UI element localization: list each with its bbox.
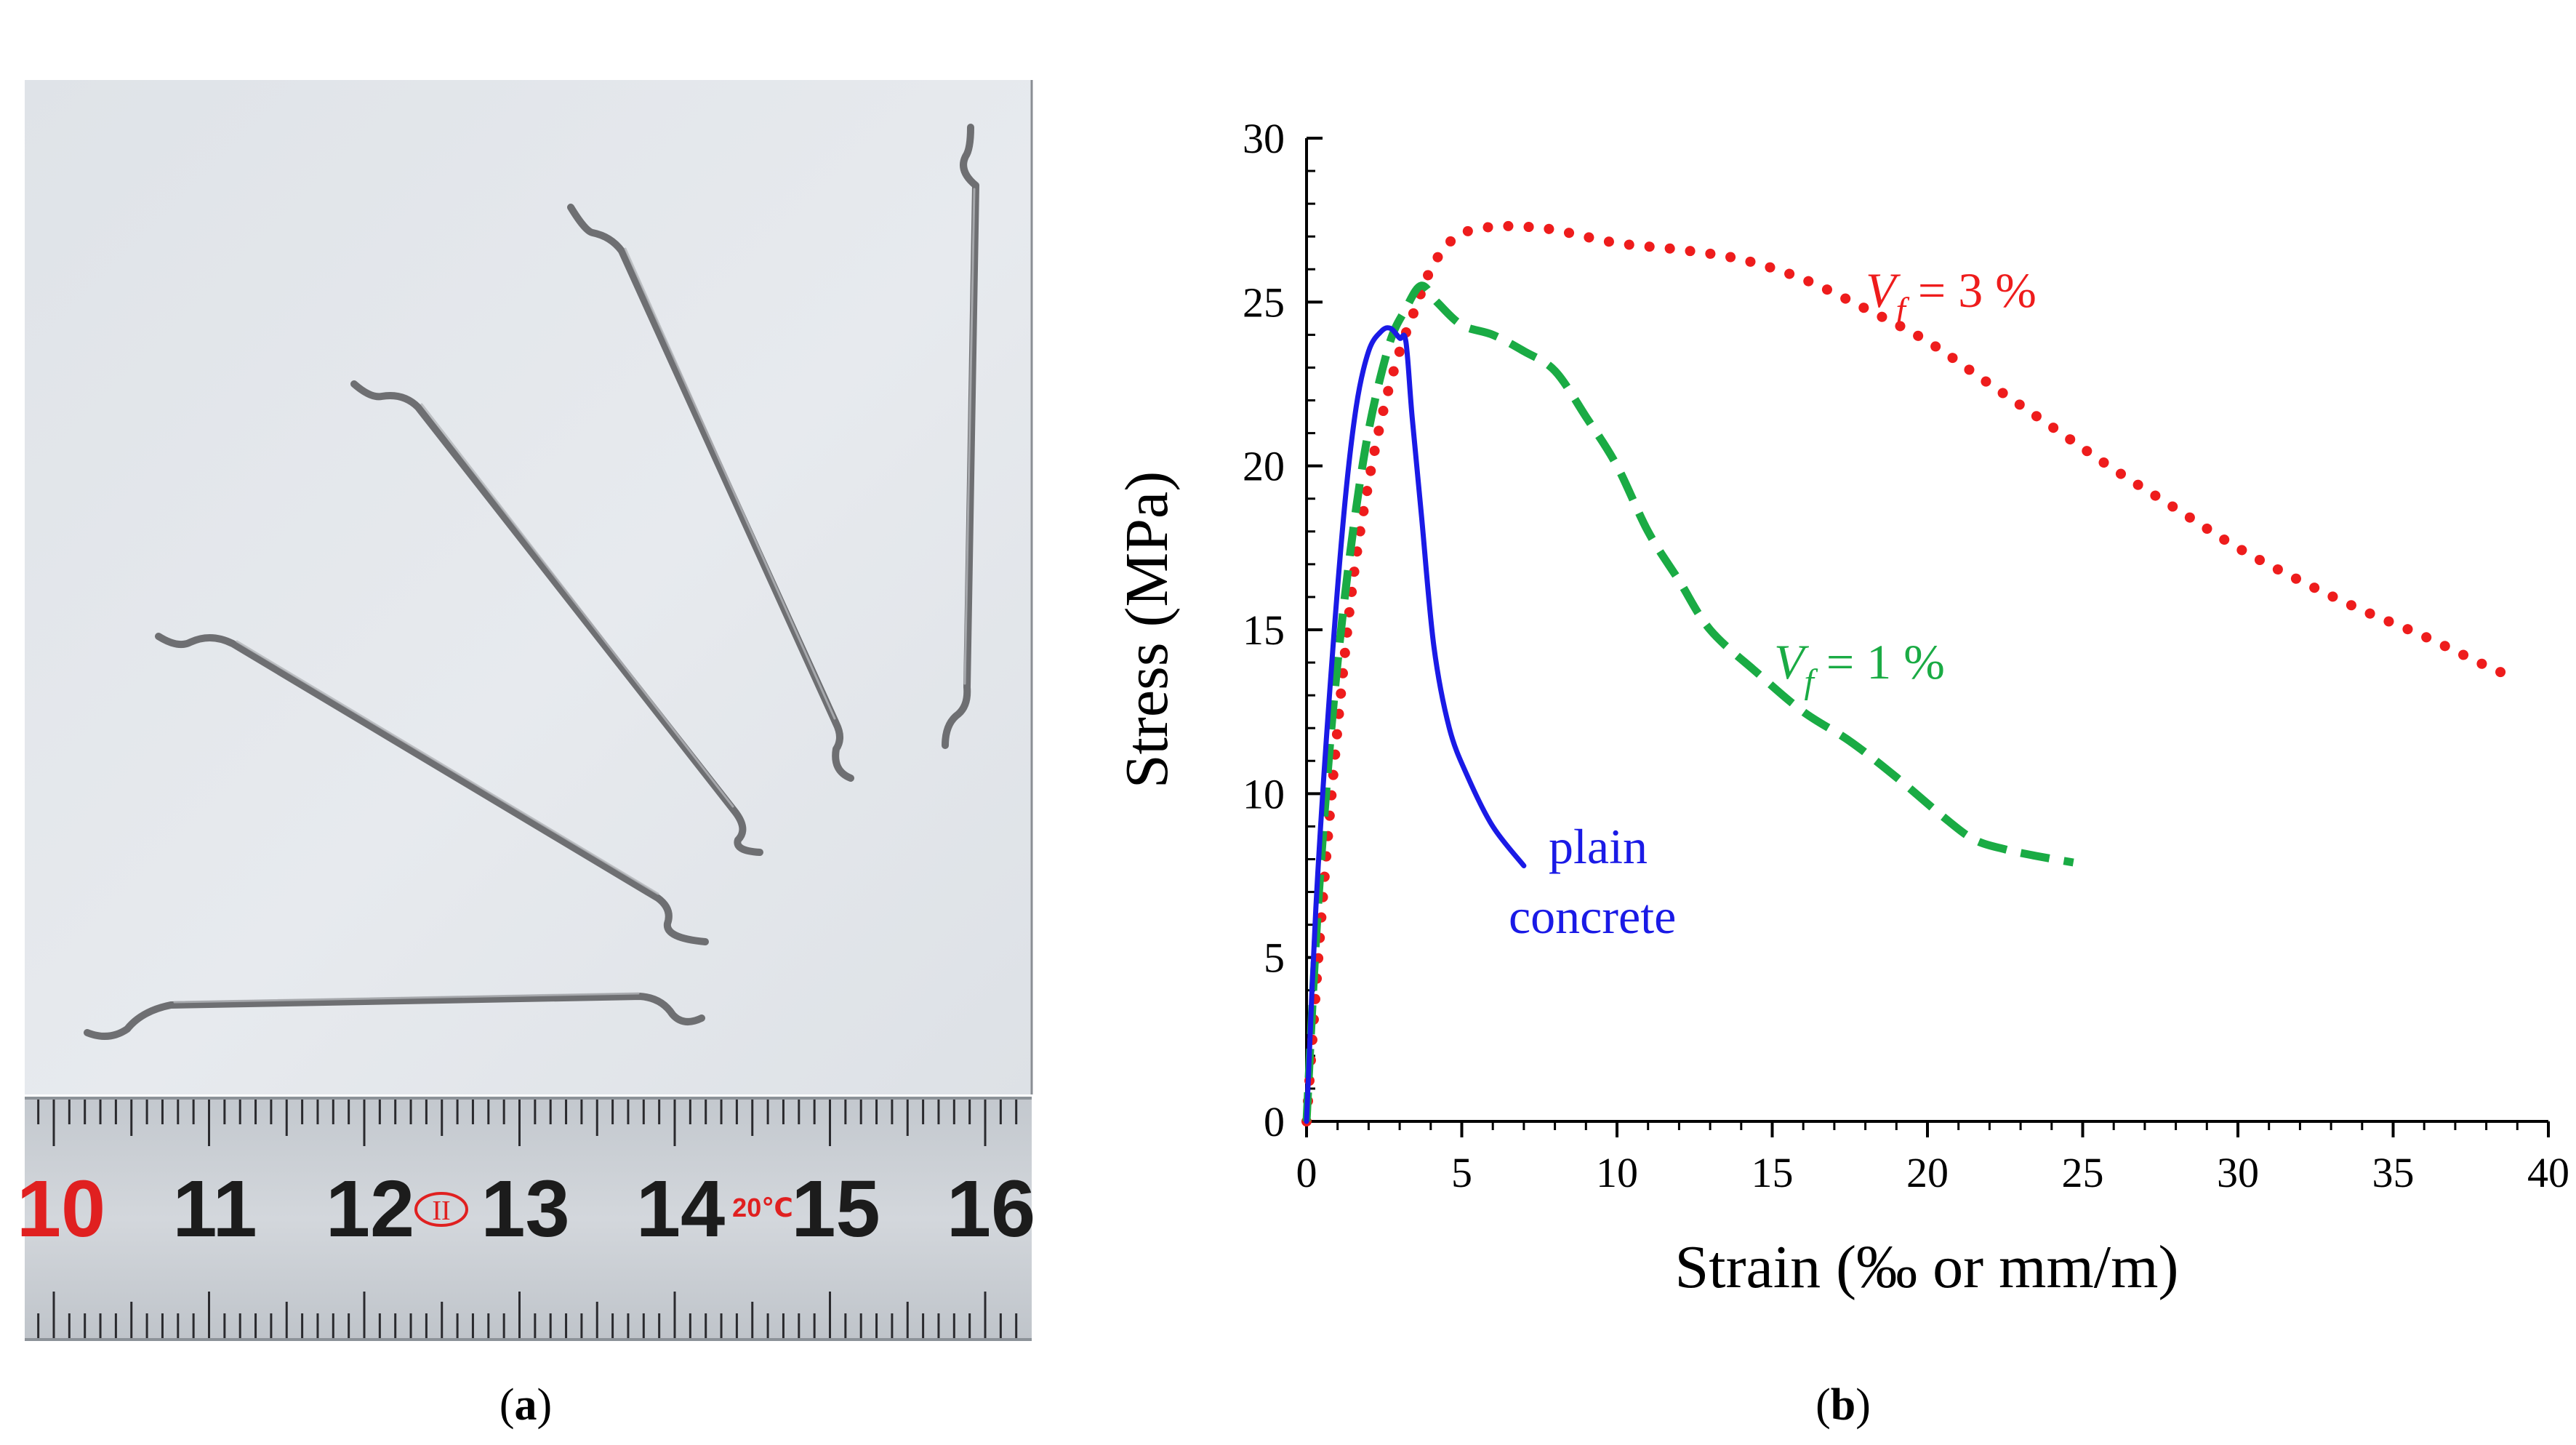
steel-fibers [84,124,979,1040]
panel-a-label: (a) [499,1380,552,1430]
tape-number: 11 [172,1164,257,1254]
major-ticks [1305,137,2550,1137]
stress-strain-chart: 0 5 10 15 20 25 30 35 40 0 5 10 15 20 25 30 Strain (‰ … [1113,115,2569,1301]
y-tick-label: 5 [1264,934,1285,982]
y-tick-label: 0 [1264,1098,1285,1145]
x-tick-label: 20 [1906,1149,1949,1196]
measuring-tape: 10 11 12 13 14 15 16 II 20℃ [17,1097,1035,1341]
x-tick-label: 10 [1596,1149,1638,1196]
fiber-1 [84,993,705,1040]
y-tick-label: 25 [1243,279,1285,326]
tape-number: 10 [17,1164,105,1254]
tape-number: 12 [326,1164,414,1254]
x-tick-label: 5 [1451,1149,1472,1196]
fiber-5 [942,124,979,749]
tape-number: 14 [636,1164,725,1254]
tape-numbers: 10 11 12 13 14 15 16 [17,1164,1035,1254]
fiber-photo: 10 11 12 13 14 15 16 II 20℃ [17,80,1035,1341]
x-tick-label: 15 [1752,1149,1794,1196]
y-tick-label: 10 [1243,770,1285,817]
series-layer [1301,220,2523,1126]
fiber-4 [567,204,854,782]
tape-body [25,1098,1032,1340]
x-tick-labels: 0 5 10 15 20 25 30 35 40 [1296,1149,2570,1196]
y-tick-label: 30 [1243,115,1285,162]
tape-mark-ii-text: II [432,1196,450,1226]
fiber-2 [155,633,709,945]
x-tick-label: 40 [2527,1149,2569,1196]
y-tick-labels: 0 5 10 15 20 25 30 [1243,115,1285,1145]
photo-background [25,80,1032,1094]
x-tick-label: 30 [2217,1149,2259,1196]
series-label-plain-line1: plain [1549,819,1648,874]
x-axis-title: Strain (‰ or mm/m) [1675,1233,2179,1301]
series-line-plain-concrete [1304,325,1527,1124]
series-label-plain-line2: concrete [1509,889,1676,944]
x-tick-label: 25 [2062,1149,2104,1196]
fiber-3 [350,380,763,856]
panel-b-label: (b) [1815,1380,1871,1430]
tape-temperature: 20℃ [732,1193,793,1222]
tape-number: 13 [481,1164,569,1254]
y-axis-title: Stress (MPa) [1113,471,1181,788]
x-tick-label: 35 [2372,1149,2415,1196]
tape-mark-ii: II [414,1192,468,1227]
tape-ticks [37,1100,1018,1338]
minor-ticks [1307,169,2519,1130]
y-tick-label: 20 [1243,443,1285,490]
y-tick-label: 15 [1243,607,1285,654]
x-tick-label: 0 [1296,1149,1317,1196]
tape-number: 16 [947,1164,1035,1254]
tape-number: 15 [791,1164,880,1254]
series-line-vf-1 [1302,281,2074,1122]
series-label-vf1: Vf = 1 % [1774,634,1945,701]
series-label-vf3: Vf = 3 % [1866,263,2037,329]
